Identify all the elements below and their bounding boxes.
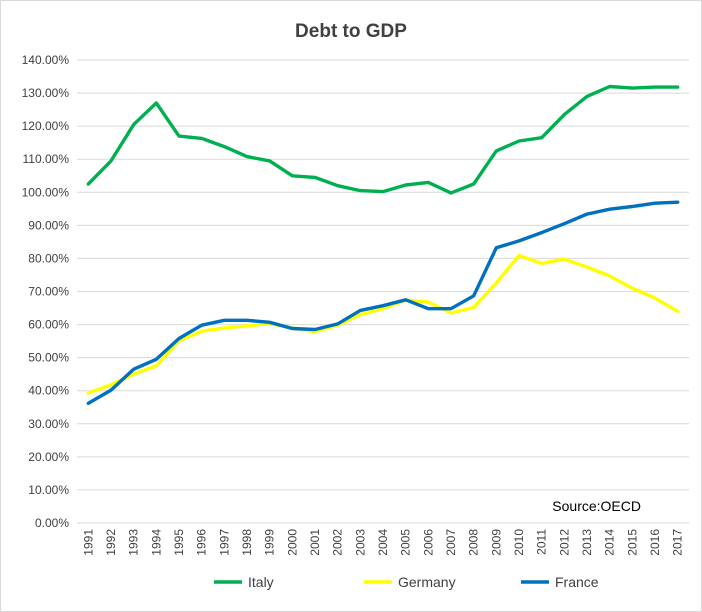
y-tick-label: 30.00% [28,417,69,431]
x-tick-label: 2013 [580,529,594,556]
y-tick-label: 100.00% [22,185,70,199]
y-tick-label: 70.00% [28,285,69,299]
legend: Italy Germany France [214,574,599,590]
series-lines [86,84,680,405]
x-tick-label: 1998 [240,529,254,556]
x-tick-label: 2001 [308,529,322,556]
x-tick-label: 2011 [535,529,549,555]
x-tick-label: 2005 [399,529,413,556]
series-line-germany [86,253,680,395]
y-axis: 0.00% 10.00% 20.00% 30.00% 40.00% 50.00% 60.00… [22,53,70,530]
y-tick-label: 40.00% [28,384,69,398]
x-tick-label: 1996 [195,529,209,556]
x-tick-label: 1999 [263,529,277,556]
chart-title: Debt to GDP [295,21,407,42]
x-tick-label: 2006 [421,529,435,556]
y-tick-label: 80.00% [28,251,69,265]
y-tick-label: 50.00% [28,351,69,365]
x-tick-label: 2007 [444,529,458,556]
x-tick-label: 1992 [104,529,118,556]
x-tick-label: 1991 [81,529,95,556]
y-tick-label: 90.00% [28,218,69,232]
gridlines [77,59,689,524]
x-tick-label: 2016 [648,529,662,556]
source-annotation: Source:OECD [552,498,641,514]
x-tick-label: 2004 [376,529,390,556]
x-tick-label: 1993 [127,529,141,556]
y-tick-label: 0.00% [35,516,69,530]
x-tick-label: 2012 [557,529,571,556]
x-tick-label: 1994 [149,529,163,556]
x-tick-label: 2015 [625,529,639,556]
x-tick-label: 2010 [512,529,526,556]
legend-label-france: France [555,574,599,590]
legend-label-germany: Germany [398,574,456,590]
y-tick-label: 130.00% [22,86,70,100]
y-tick-label: 140.00% [22,53,70,67]
x-tick-label: 1995 [172,529,186,556]
x-axis: 1991 1992 1993 1994 1995 1996 1997 1998 1999 2000… [81,529,684,556]
x-tick-label: 2009 [489,529,503,556]
series-line-france [86,200,680,405]
y-tick-label: 120.00% [22,119,70,133]
y-tick-label: 10.00% [28,483,69,497]
y-tick-label: 20.00% [28,450,69,464]
x-tick-label: 2008 [467,529,481,556]
y-tick-label: 60.00% [28,318,69,332]
x-tick-label: 2002 [331,529,345,556]
x-tick-label: 1997 [217,529,231,556]
legend-label-italy: Italy [248,574,274,590]
x-tick-label: 2017 [671,529,685,556]
y-tick-label: 110.00% [23,152,70,166]
series-line-italy [86,84,680,195]
x-tick-label: 2000 [285,529,299,556]
x-tick-label: 2014 [603,529,617,556]
x-tick-label: 2003 [353,529,367,556]
